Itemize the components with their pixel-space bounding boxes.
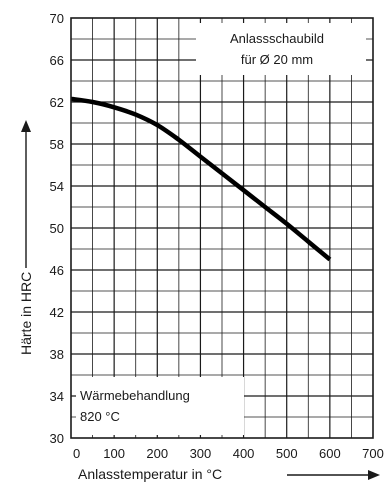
y-tick-label: 34: [50, 389, 64, 404]
plot-frame: [70, 17, 374, 439]
chart-title: Anlassschaubild: [230, 31, 324, 46]
y-tick-label: 42: [50, 305, 64, 320]
annotation-line-2: 820 °C: [80, 409, 120, 424]
x-axis-arrow-head: [368, 470, 380, 480]
x-tick-label: 500: [276, 446, 298, 461]
y-axis-arrow-head: [21, 120, 31, 132]
y-tick-label: 46: [50, 263, 64, 278]
grid: [71, 18, 373, 438]
title-box: [196, 23, 366, 75]
y-tick-label: 50: [50, 221, 64, 236]
annotation-line-1: Wärmebehandlung: [80, 388, 190, 403]
chart-subtitle: für Ø 20 mm: [241, 52, 313, 67]
x-tick-label: 100: [103, 446, 125, 461]
annotation-box: [76, 377, 244, 435]
y-tick-label: 62: [50, 95, 64, 110]
y-tick-label: 58: [50, 137, 64, 152]
y-tick-label: 54: [50, 179, 64, 194]
y-tick-label: 70: [50, 11, 64, 26]
y-tick-label: 30: [50, 431, 64, 446]
x-tick-label: 700: [362, 446, 384, 461]
x-tick-label: 0: [73, 446, 80, 461]
y-tick-label: 66: [50, 53, 64, 68]
y-tick-label: 38: [50, 347, 64, 362]
x-tick-label: 400: [233, 446, 255, 461]
x-axis-label: Anlasstemperatur in °C: [78, 466, 222, 482]
x-tick-label: 200: [146, 446, 168, 461]
y-axis-label: Härte in HRC: [18, 272, 34, 355]
hardness-curve: [70, 96, 332, 262]
x-tick-label: 300: [190, 446, 212, 461]
x-tick-label: 600: [319, 446, 341, 461]
